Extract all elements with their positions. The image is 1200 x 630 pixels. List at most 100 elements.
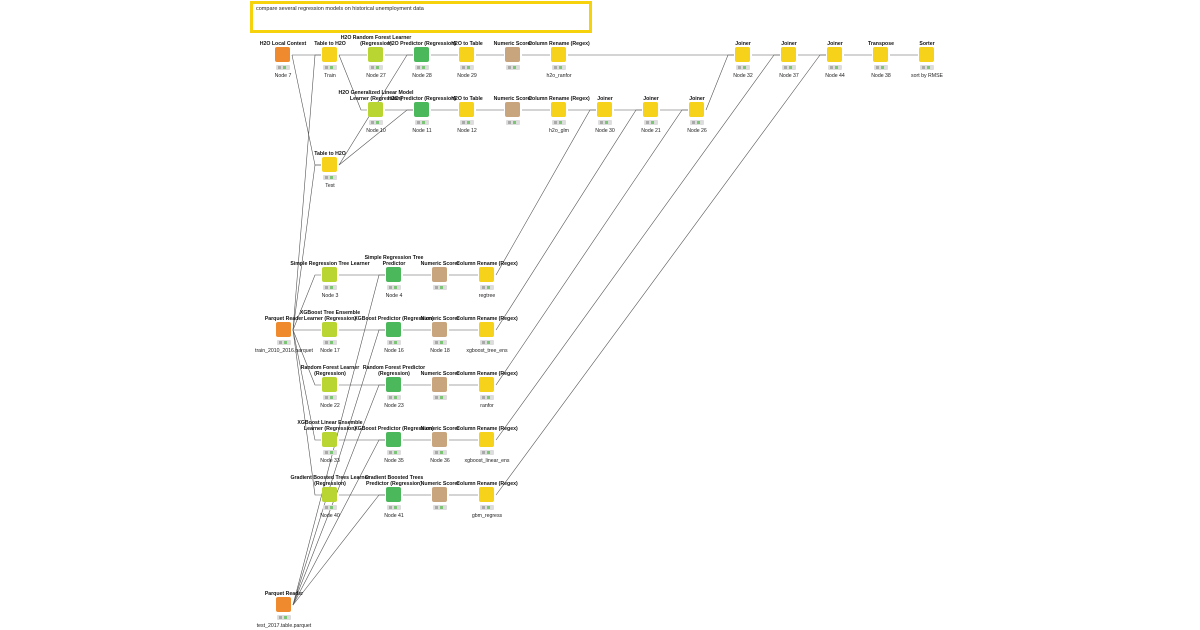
node-icon[interactable] — [386, 267, 401, 282]
node-icon[interactable] — [368, 47, 383, 62]
node[interactable]: Numeric Scorer — [473, 15, 553, 85]
node-icon[interactable] — [414, 102, 429, 117]
node-icon[interactable] — [479, 377, 494, 392]
node[interactable]: XGBoost Predictor (Regression) Node 16 — [354, 290, 434, 360]
node-title: Column Rename (Regex) — [456, 371, 518, 377]
node-icon[interactable] — [479, 267, 494, 282]
node-label: Node 23 — [384, 403, 404, 409]
node-icon[interactable] — [735, 47, 750, 62]
node[interactable]: Table to H2O Test — [290, 125, 370, 195]
node[interactable]: H2O to Table Node 12 — [427, 70, 507, 140]
node[interactable]: Column Rename (Regex) gbm_regress — [447, 455, 527, 525]
node-icon[interactable] — [276, 322, 291, 337]
node-title: Numeric Scorer — [420, 316, 460, 322]
node-icon[interactable] — [479, 487, 494, 502]
node[interactable]: Joiner Node 30 — [565, 70, 645, 140]
node[interactable]: Column Rename (Regex) xgboost_linear_ens — [447, 400, 527, 470]
node-icon[interactable] — [643, 102, 658, 117]
node-icon[interactable] — [432, 377, 447, 392]
node-icon[interactable] — [459, 47, 474, 62]
node[interactable]: H2O Predictor (Regression) Node 28 — [382, 15, 462, 85]
node-title: Random Forest Learner (Regression) — [300, 365, 360, 377]
node-icon[interactable] — [322, 267, 337, 282]
node-icon[interactable] — [322, 322, 337, 337]
node-icon[interactable] — [386, 432, 401, 447]
node[interactable]: Random Forest Predictor (Regression) Node… — [354, 345, 434, 415]
node-icon[interactable] — [322, 432, 337, 447]
node[interactable]: Parquet Reader train_2010_2016.parquet — [244, 290, 324, 360]
node[interactable]: Column Rename (Regex) h2o_glm — [519, 70, 599, 140]
node[interactable]: Simple Regression Tree Predictor Node 4 — [354, 235, 434, 305]
node-status — [736, 65, 750, 70]
node[interactable]: H2O Predictor (Regression) Node 11 — [382, 70, 462, 140]
node[interactable]: Numeric Scorer — [400, 235, 480, 305]
node[interactable]: Table to H2O Train — [290, 15, 370, 85]
node[interactable]: Numeric Scorer Node 36 — [400, 400, 480, 470]
node[interactable]: H2O Local Context Node 7 — [243, 15, 323, 85]
node[interactable]: Joiner Node 37 — [749, 15, 829, 85]
node-icon[interactable] — [386, 322, 401, 337]
node-icon[interactable] — [368, 102, 383, 117]
node-icon[interactable] — [827, 47, 842, 62]
node-icon[interactable] — [322, 157, 337, 172]
node-icon[interactable] — [505, 102, 520, 117]
node-icon[interactable] — [551, 102, 566, 117]
node[interactable]: H2O Random Forest Learner (Regression) No… — [336, 15, 416, 85]
node[interactable]: Transpose Node 38 — [841, 15, 921, 85]
node[interactable]: Column Rename (Regex) ranfor — [447, 345, 527, 415]
node[interactable]: XGBoost Predictor (Regression) Node 35 — [354, 400, 434, 470]
node-title: Numeric Scorer — [420, 481, 460, 487]
node[interactable]: Column Rename (Regex) h2o_ranfor — [519, 15, 599, 85]
node-icon[interactable] — [432, 322, 447, 337]
node[interactable]: Column Rename (Regex) regtree — [447, 235, 527, 305]
node[interactable]: Column Rename (Regex) xgboost_tree_ens — [447, 290, 527, 360]
node-icon[interactable] — [322, 487, 337, 502]
node-icon[interactable] — [479, 322, 494, 337]
node[interactable]: XGBoost Tree Ensemble Learner (Regressio… — [290, 290, 370, 360]
node-title: Table to H2O — [314, 151, 346, 157]
node-icon[interactable] — [459, 102, 474, 117]
node[interactable]: Gradient Boosted Trees Predictor (Regres… — [354, 455, 434, 525]
node-label: Node 3 — [321, 293, 339, 299]
node-icon[interactable] — [386, 377, 401, 392]
node[interactable]: Joiner Node 44 — [795, 15, 875, 85]
node[interactable]: Joiner Node 26 — [657, 70, 737, 140]
node[interactable]: Numeric Scorer — [400, 345, 480, 415]
node[interactable]: Random Forest Learner (Regression) Node 2… — [290, 345, 370, 415]
node[interactable]: Numeric Scorer — [473, 70, 553, 140]
node[interactable]: H2O to Table Node 29 — [427, 15, 507, 85]
node-icon[interactable] — [873, 47, 888, 62]
node-icon[interactable] — [275, 47, 290, 62]
node-icon[interactable] — [781, 47, 796, 62]
node-icon[interactable] — [505, 47, 520, 62]
node[interactable]: Parquet Reader test_2017.table.parquet — [244, 565, 324, 630]
node-icon[interactable] — [551, 47, 566, 62]
node-icon[interactable] — [597, 102, 612, 117]
node[interactable]: Joiner Node 21 — [611, 70, 691, 140]
node-status — [369, 65, 383, 70]
node-icon[interactable] — [276, 597, 291, 612]
node[interactable]: Numeric Scorer — [400, 455, 480, 525]
node-status — [828, 65, 842, 70]
node[interactable]: XGBoost Linear Ensemble Learner (Regress… — [290, 400, 370, 470]
node-icon[interactable] — [432, 267, 447, 282]
node-icon[interactable] — [432, 487, 447, 502]
node-icon[interactable] — [322, 47, 337, 62]
node[interactable]: H2O Generalized Linear Model Learner (Re… — [336, 70, 416, 140]
node-icon[interactable] — [689, 102, 704, 117]
node-icon[interactable] — [414, 47, 429, 62]
node[interactable]: Joiner Node 32 — [703, 15, 783, 85]
annotation[interactable]: compare several regression models on his… — [250, 1, 592, 33]
node-status — [690, 120, 704, 125]
node[interactable]: Numeric Scorer Node 18 — [400, 290, 480, 360]
node[interactable]: Sorter sort by RMSE — [887, 15, 967, 85]
node-icon[interactable] — [322, 377, 337, 392]
node-icon[interactable] — [919, 47, 934, 62]
node-title: XGBoost Tree Ensemble Learner (Regressio… — [299, 310, 361, 322]
node-icon[interactable] — [386, 487, 401, 502]
node-icon[interactable] — [432, 432, 447, 447]
node[interactable]: Gradient Boosted Trees Learner (Regressi… — [290, 455, 370, 525]
node[interactable]: Simple Regression Tree Learner Node 3 — [290, 235, 370, 305]
node-icon[interactable] — [479, 432, 494, 447]
connection — [338, 109, 413, 166]
